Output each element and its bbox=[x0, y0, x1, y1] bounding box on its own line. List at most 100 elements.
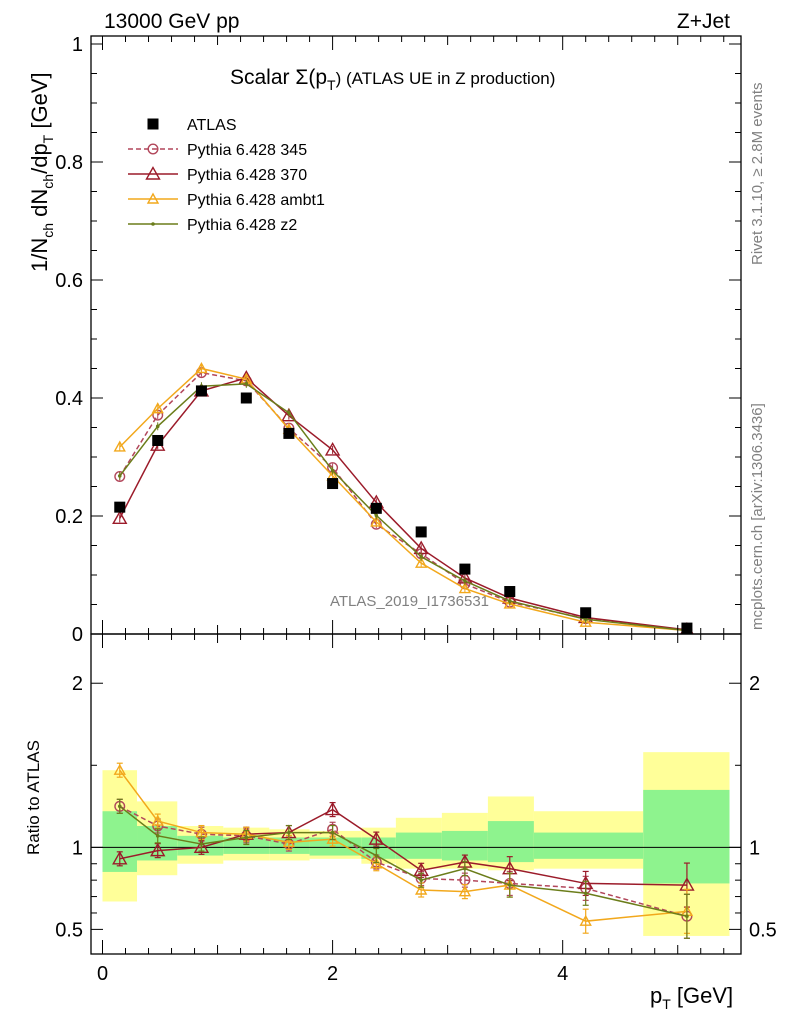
ratio-y-tick-label-right: 1 bbox=[749, 837, 760, 859]
band-inner bbox=[533, 832, 644, 859]
data-point bbox=[281, 407, 297, 422]
data-point bbox=[240, 392, 252, 404]
ratio-point bbox=[458, 885, 472, 897]
y-tick-label: 1 bbox=[72, 34, 83, 56]
ratio-point bbox=[463, 866, 467, 871]
ratio-point bbox=[326, 832, 339, 844]
series-line bbox=[119, 367, 687, 632]
chart-title: Scalar Σ(pT) (ATLAS UE in Z production) bbox=[230, 66, 555, 93]
data-point bbox=[579, 615, 592, 627]
data-point bbox=[370, 515, 383, 527]
ratio-y-tick-label: 2 bbox=[72, 673, 83, 695]
uncertainty-bands bbox=[102, 752, 730, 936]
ratio-point bbox=[155, 834, 160, 838]
series-line bbox=[119, 377, 688, 631]
data-point bbox=[112, 510, 128, 525]
data-point bbox=[114, 470, 126, 482]
axis-ticks: 0 0.2 0.4 0.6 0.8 1 0.5 0.5 1 1 2 2 0 2 4 bbox=[55, 34, 777, 985]
legend-marker bbox=[145, 166, 161, 180]
ratio-point bbox=[583, 891, 588, 896]
legend-item: Pythia 6.428 ambt1 bbox=[128, 192, 325, 209]
data-point bbox=[415, 526, 427, 538]
data-point bbox=[283, 427, 295, 439]
ratio-point bbox=[685, 914, 689, 919]
band-inner bbox=[177, 835, 224, 856]
data-point bbox=[155, 424, 160, 429]
legend-label: Pythia 6.428 345 bbox=[187, 142, 307, 159]
x-tick-label: 2 bbox=[327, 963, 338, 985]
data-point bbox=[583, 617, 588, 622]
main-panel-series bbox=[112, 362, 694, 634]
data-point bbox=[580, 607, 592, 619]
band-inner bbox=[487, 821, 534, 863]
band-inner bbox=[395, 832, 442, 859]
ratio-point bbox=[419, 878, 423, 882]
ratio-point bbox=[324, 801, 341, 816]
series-atlas bbox=[114, 385, 693, 634]
ratio-point bbox=[117, 804, 122, 809]
data-point bbox=[324, 441, 341, 456]
legend-label: Pythia 6.428 z2 bbox=[187, 217, 297, 234]
ratio-point bbox=[282, 835, 296, 848]
legend-label: ATLAS bbox=[187, 117, 237, 134]
ratio-point bbox=[579, 914, 592, 926]
series-line bbox=[119, 383, 688, 632]
legend-marker bbox=[147, 118, 159, 130]
ratio-pythia-6-428-z2 bbox=[116, 798, 690, 939]
data-point bbox=[507, 599, 512, 603]
data-point bbox=[113, 440, 126, 452]
mcplots-credit: mcplots.cern.ch [arXiv:1306.3436] bbox=[749, 403, 766, 630]
data-point bbox=[244, 382, 249, 386]
legend-marker bbox=[151, 222, 155, 226]
ratio-point bbox=[150, 842, 166, 857]
band-inner bbox=[223, 837, 270, 854]
legend-item: Pythia 6.428 370 bbox=[128, 166, 307, 184]
data-point bbox=[419, 554, 423, 559]
ratio-point bbox=[368, 831, 385, 845]
data-point bbox=[504, 586, 516, 598]
legend-label: Pythia 6.428 370 bbox=[187, 167, 307, 184]
ratio-y-tick-label: 0.5 bbox=[55, 919, 83, 941]
data-point bbox=[374, 513, 379, 518]
data-point bbox=[327, 478, 339, 490]
data-point bbox=[287, 410, 291, 415]
data-point bbox=[681, 622, 693, 634]
data-point bbox=[117, 474, 122, 478]
ratio-point bbox=[287, 830, 291, 835]
ratio-point bbox=[199, 842, 204, 846]
data-point bbox=[151, 402, 164, 414]
y-tick-label: 0.8 bbox=[55, 152, 83, 174]
process-label: Z+Jet bbox=[677, 10, 730, 33]
data-point bbox=[459, 563, 471, 575]
x-axis-label: pT [GeV] bbox=[650, 983, 733, 1012]
y-axis-label: 1/Nch dNch/dpT [GeV] bbox=[27, 72, 56, 272]
analysis-watermark: ATLAS_2019_I1736531 bbox=[330, 593, 489, 610]
ratio-point bbox=[370, 857, 383, 869]
data-point bbox=[458, 582, 472, 594]
collision-info: 13000 GeV pp bbox=[104, 10, 239, 33]
ratio-point bbox=[151, 814, 164, 826]
ratio-point bbox=[330, 830, 335, 835]
y-tick-label: 0.4 bbox=[55, 388, 83, 410]
ratio-point bbox=[507, 883, 512, 887]
data-point bbox=[114, 501, 126, 513]
data-point bbox=[152, 434, 164, 446]
y-tick-label: 0 bbox=[72, 624, 83, 646]
data-point bbox=[463, 579, 467, 583]
data-point bbox=[195, 385, 207, 397]
rivet-version: Rivet 3.1.10, ≥ 2.8M events bbox=[749, 83, 766, 266]
y-tick-label: 0.6 bbox=[55, 270, 83, 292]
legend-item: Pythia 6.428 z2 bbox=[128, 217, 297, 234]
ratio-line bbox=[119, 805, 688, 917]
x-tick-label: 4 bbox=[557, 963, 568, 985]
ratio-panel-series bbox=[112, 762, 695, 939]
x-tick-label: 0 bbox=[97, 963, 108, 985]
ratio-point bbox=[244, 835, 249, 840]
legend-item: Pythia 6.428 345 bbox=[128, 142, 307, 159]
ratio-point bbox=[193, 839, 210, 854]
data-point bbox=[330, 468, 335, 473]
ratio-point bbox=[112, 850, 128, 865]
ratio-line bbox=[119, 769, 688, 922]
legend-marker bbox=[147, 143, 159, 155]
